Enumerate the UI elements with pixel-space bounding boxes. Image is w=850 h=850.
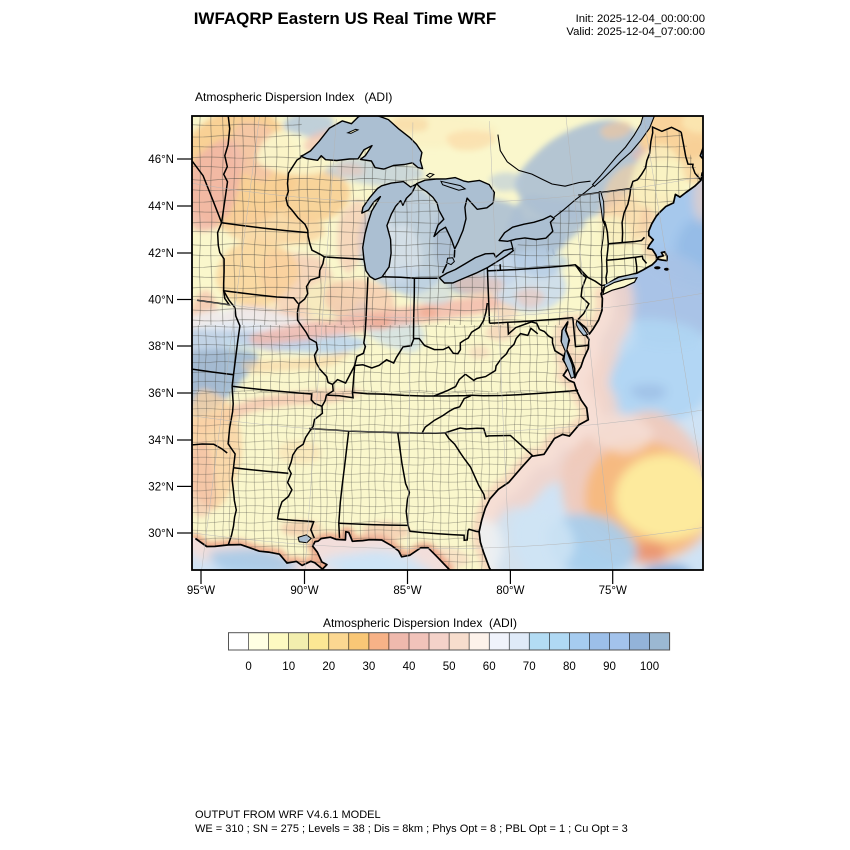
svg-text:40: 40 [403,661,416,673]
svg-text:50: 50 [443,661,456,673]
svg-text:20: 20 [322,661,335,673]
svg-text:90: 90 [603,661,616,673]
svg-text:Valid: 2025-12-04_07:00:00: Valid: 2025-12-04_07:00:00 [566,26,705,38]
svg-text:OUTPUT FROM WRF V4.6.1 MODEL: OUTPUT FROM WRF V4.6.1 MODEL [195,809,381,821]
svg-text:70: 70 [523,661,536,673]
svg-text:100: 100 [640,661,659,673]
svg-text:85°W: 85°W [393,585,421,597]
svg-text:95°W: 95°W [187,585,215,597]
svg-text:46°N: 46°N [148,154,174,166]
svg-text:IWFAQRP Eastern US Real Time W: IWFAQRP Eastern US Real Time WRF [194,9,497,28]
svg-text:40°N: 40°N [148,295,174,307]
svg-text:90°W: 90°W [290,585,318,597]
svg-text:75°W: 75°W [599,585,627,597]
svg-text:WE = 310 ; SN = 275 ; Levels =: WE = 310 ; SN = 275 ; Levels = 38 ; Dis … [195,823,628,835]
svg-text:Init: 2025-12-04_00:00:00: Init: 2025-12-04_00:00:00 [576,13,705,25]
svg-text:60: 60 [483,661,496,673]
svg-text:10: 10 [282,661,295,673]
svg-text:Atmospheric Dispersion Index: Atmospheric Dispersion Index (ADI) [323,616,517,630]
svg-text:38°N: 38°N [148,341,174,353]
svg-text:Atmospheric Dispersion Index: Atmospheric Dispersion Index (ADI) [195,90,392,104]
svg-text:44°N: 44°N [148,201,174,213]
svg-text:36°N: 36°N [148,388,174,400]
svg-text:80°W: 80°W [496,585,524,597]
svg-text:80: 80 [563,661,576,673]
svg-text:32°N: 32°N [148,482,174,494]
svg-text:30: 30 [363,661,376,673]
svg-text:30°N: 30°N [148,528,174,540]
svg-text:42°N: 42°N [148,248,174,260]
svg-text:0: 0 [245,661,251,673]
svg-text:34°N: 34°N [148,435,174,447]
